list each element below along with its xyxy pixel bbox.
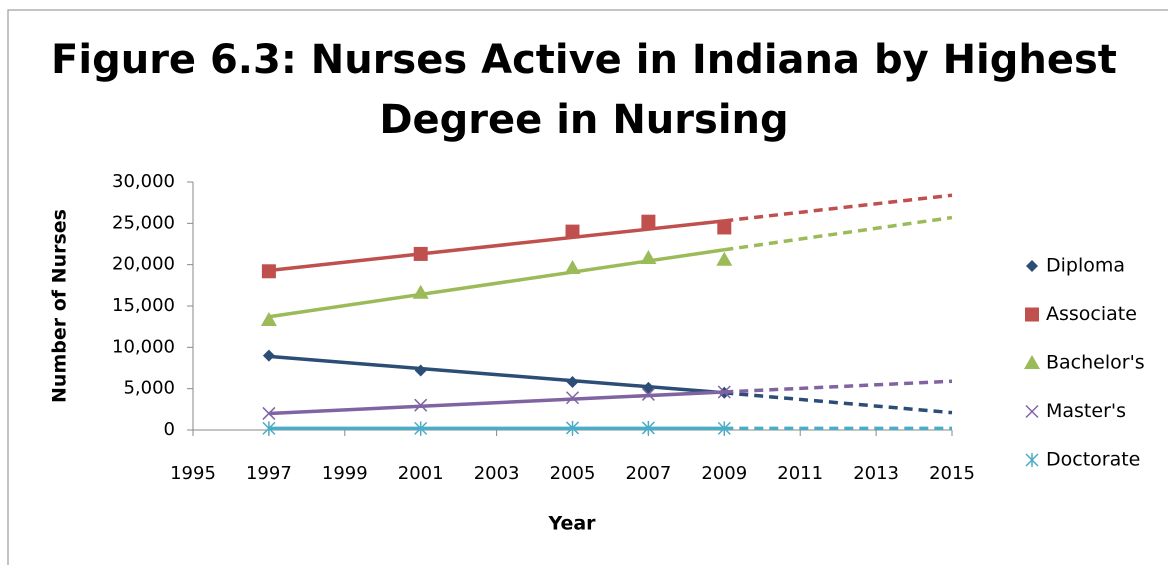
x-tick-label: 1995: [170, 463, 216, 484]
marker: [717, 220, 732, 235]
marker: [413, 246, 428, 261]
trend-line: [268, 219, 725, 273]
x-tick-label: 2009: [701, 463, 747, 484]
marker: [717, 385, 731, 399]
marker: [261, 264, 276, 279]
marker: [717, 421, 731, 436]
trend-line: [268, 354, 725, 395]
x-tick-label: 2001: [398, 463, 444, 484]
legend-label: Diploma: [1046, 255, 1125, 277]
legend-label: Master's: [1046, 400, 1126, 422]
chart-title: Figure 6.3: Nurses Active in Indiana by …: [51, 37, 1117, 83]
marker: [564, 259, 581, 274]
marker: [565, 391, 580, 405]
marker: [565, 224, 580, 239]
marker: [1025, 453, 1039, 467]
marker: [565, 420, 580, 435]
marker: [716, 251, 733, 266]
marker: [642, 381, 655, 394]
marker: [641, 420, 655, 435]
chart-title: Degree in Nursing: [379, 97, 788, 143]
x-tick-label: 1997: [246, 463, 292, 484]
marker: [566, 376, 579, 389]
y-tick-label: 30,000: [112, 171, 175, 192]
x-axis-label: Year: [547, 513, 596, 535]
trend-line: [724, 215, 953, 252]
y-axis-label: Number of Nurses: [49, 209, 71, 403]
y-tick-label: 10,000: [112, 336, 175, 357]
marker: [641, 387, 655, 401]
legend-label: Bachelor's: [1046, 352, 1145, 374]
x-tick-label: 2005: [550, 463, 596, 484]
trend-line: [268, 248, 725, 319]
marker: [262, 349, 275, 362]
trend-line: [724, 379, 953, 394]
legend-label: Associate: [1046, 303, 1137, 325]
x-tick-label: 2013: [853, 463, 899, 484]
marker: [414, 364, 427, 377]
marker: [260, 312, 277, 327]
x-tick-label: 2011: [777, 463, 823, 484]
trend-line: [724, 391, 953, 415]
x-tick-label: 2015: [929, 463, 975, 484]
chart-border: [7, 9, 1168, 565]
marker: [412, 284, 429, 299]
y-tick-label: 5,000: [123, 378, 175, 399]
marker: [262, 421, 276, 436]
legend-label: Doctorate: [1046, 449, 1140, 471]
x-tick-label: 1999: [322, 463, 368, 484]
trend-line: [724, 193, 953, 223]
marker: [1025, 404, 1039, 419]
trend-line: [268, 390, 725, 416]
marker: [1026, 260, 1038, 272]
y-tick-label: 0: [164, 419, 175, 440]
y-tick-label: 15,000: [112, 295, 175, 316]
x-tick-label: 2003: [474, 463, 520, 484]
marker: [262, 406, 276, 420]
marker: [414, 398, 428, 412]
y-tick-label: 20,000: [112, 254, 175, 275]
marker: [640, 250, 657, 265]
marker: [1024, 355, 1040, 369]
y-tick-label: 25,000: [112, 212, 175, 233]
marker: [1025, 307, 1039, 322]
x-tick-label: 2007: [625, 463, 671, 484]
marker: [641, 214, 656, 229]
marker: [414, 421, 428, 436]
